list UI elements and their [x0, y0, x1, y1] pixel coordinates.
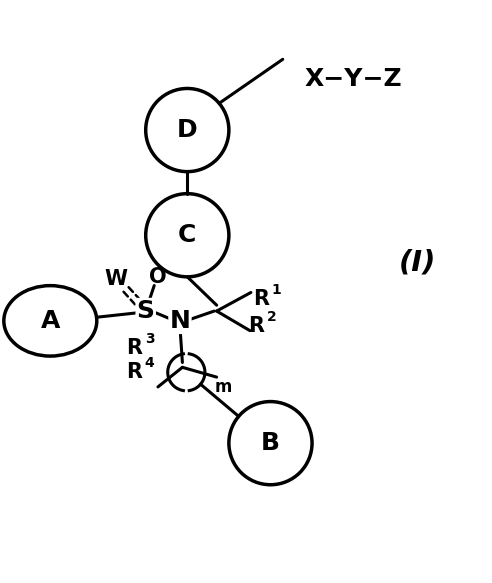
- Text: R: R: [248, 316, 264, 336]
- Text: m: m: [214, 378, 232, 396]
- Text: D: D: [177, 118, 198, 142]
- Text: 4: 4: [145, 356, 154, 370]
- Text: 1: 1: [272, 283, 282, 297]
- Text: B: B: [261, 431, 280, 455]
- Text: N: N: [170, 309, 190, 333]
- Text: R: R: [126, 362, 142, 382]
- Text: A: A: [41, 309, 60, 333]
- Text: 2: 2: [267, 310, 277, 324]
- Text: R: R: [126, 338, 142, 358]
- Text: X−Y−Z: X−Y−Z: [305, 66, 402, 91]
- Text: C: C: [178, 223, 196, 247]
- Text: R: R: [253, 289, 269, 309]
- Text: (I): (I): [399, 248, 436, 276]
- Text: O: O: [149, 267, 167, 287]
- Text: 3: 3: [145, 332, 154, 346]
- Text: W: W: [105, 269, 128, 289]
- Text: S: S: [137, 299, 154, 323]
